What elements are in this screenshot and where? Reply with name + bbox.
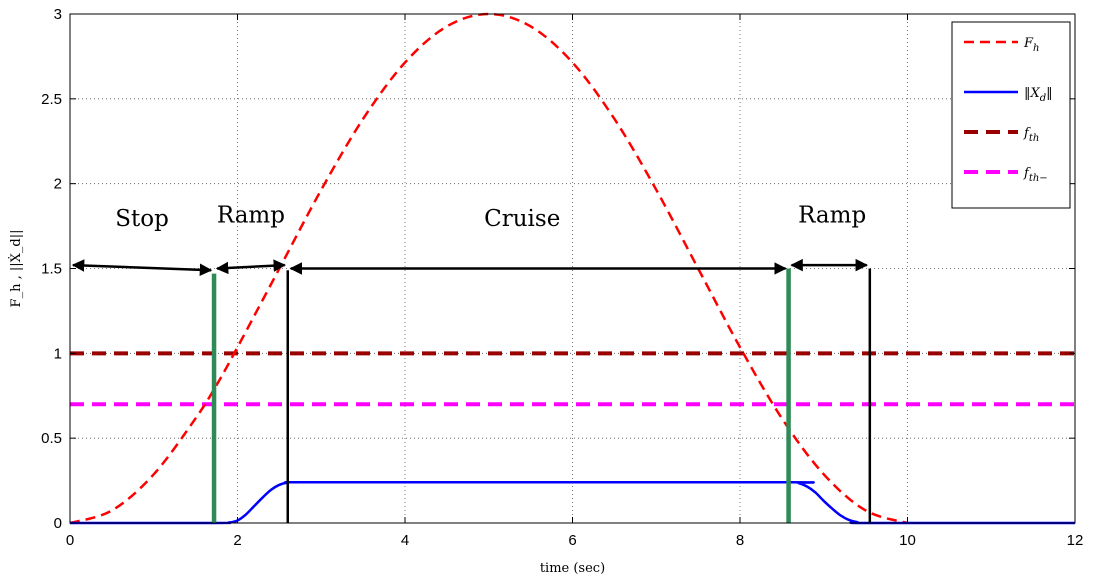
axes: 0 2 4 6 8 10 12 0 0.5 1 1.5 2 2.5 3 — [41, 6, 1083, 549]
y-axis-label: F_h , ||Ẋ_d|| — [7, 230, 24, 308]
y-tick-label: 3 — [54, 6, 62, 23]
x-axis-label: time (sec) — [540, 561, 605, 576]
x-tick-label: 4 — [401, 532, 409, 549]
y-tick-label: 0 — [54, 515, 62, 532]
y-tick-label: 1.5 — [41, 261, 62, 278]
phase-markers — [211, 268, 872, 523]
phase-label-2: Cruise — [484, 206, 560, 232]
x-tick-label: 2 — [233, 532, 241, 549]
y-tick-label: 2 — [54, 176, 62, 193]
phase-label-0: Stop — [115, 206, 169, 232]
y-tick-label: 1 — [54, 345, 62, 362]
legend-entry-1: ‖Xd‖ — [1024, 86, 1053, 104]
x-tick-label: 12 — [1067, 532, 1084, 549]
x-tick-label: 0 — [66, 532, 74, 549]
phase-label-1: Ramp — [217, 203, 285, 229]
y-tick-label: 0.5 — [41, 430, 62, 447]
phase-arrow-0 — [71, 259, 213, 277]
legend-entry-2: fth — [1023, 126, 1039, 144]
phase-label-3: Ramp — [798, 203, 866, 229]
grid — [70, 14, 1075, 523]
legend-entry-3: fth− — [1023, 166, 1048, 184]
x-tick-label: 8 — [736, 532, 744, 549]
x-tick-label: 6 — [568, 532, 576, 549]
phase-arrows: Stop Ramp Cruise Ramp — [71, 203, 869, 277]
x-tick-label: 10 — [899, 532, 916, 549]
legend-box — [951, 21, 1071, 209]
series-line-1 — [69, 480, 1076, 525]
phase-arrow-1 — [215, 259, 286, 275]
y-tick-label: 2.5 — [41, 91, 62, 108]
legend-entry-0: Fh — [1023, 36, 1039, 54]
legend: Fh ‖Xd‖ fth fth− — [951, 21, 1071, 209]
